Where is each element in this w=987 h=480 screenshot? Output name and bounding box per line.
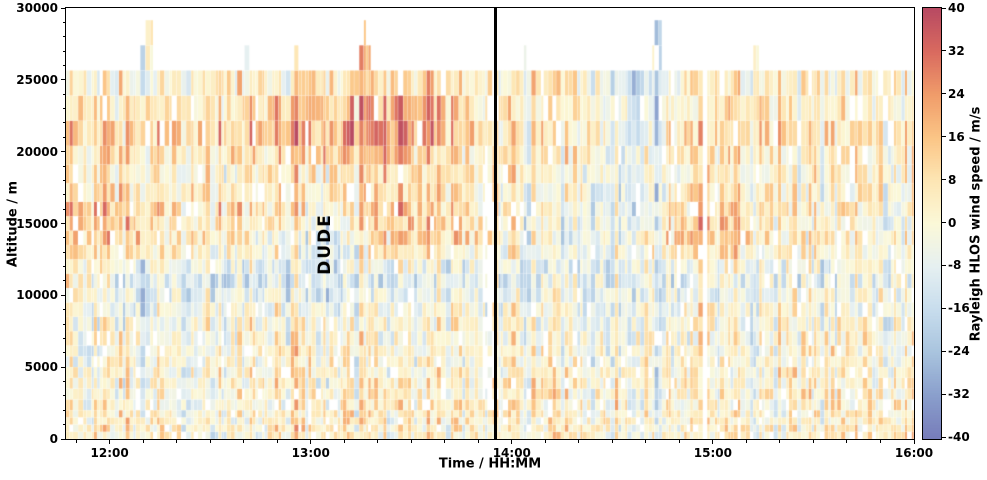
x-minor-tick <box>377 440 379 443</box>
y-tick-label: 10000 <box>16 288 58 303</box>
x-tick-label: 16:00 <box>894 446 934 460</box>
x-tick <box>511 440 513 444</box>
colorbar-tick-label: -16 <box>948 301 970 316</box>
x-minor-tick <box>544 440 546 443</box>
colorbar-tick <box>942 436 946 438</box>
colorbar-tick <box>942 7 946 9</box>
colorbar-tick-label: 32 <box>948 43 965 58</box>
x-minor-tick <box>611 440 613 443</box>
colorbar-tick <box>942 307 946 309</box>
colorbar-tick-label: -24 <box>948 344 970 359</box>
colorbar-tick-label: 16 <box>948 129 965 144</box>
colorbar-tick <box>942 93 946 95</box>
x-minor-tick <box>410 440 412 443</box>
y-tick-label: 0 <box>49 432 58 446</box>
colorbar-tick-label: 8 <box>948 172 957 187</box>
x-tick <box>109 440 111 444</box>
x-tick <box>310 440 312 444</box>
event-marker-line <box>494 8 497 439</box>
colorbar-tick-label: 40 <box>948 1 965 15</box>
x-minor-tick <box>745 440 747 443</box>
colorbar-tick-label: -8 <box>948 258 962 273</box>
x-minor-tick <box>176 440 178 443</box>
colorbar <box>922 7 942 440</box>
x-minor-tick <box>142 440 144 443</box>
y-tick-label: 5000 <box>24 360 58 375</box>
x-minor-tick <box>678 440 680 443</box>
x-minor-tick <box>578 440 580 443</box>
x-tick-label: 12:00 <box>90 446 129 460</box>
colorbar-tick <box>942 136 946 138</box>
x-minor-tick <box>846 440 848 443</box>
x-minor-tick <box>276 440 278 443</box>
x-minor-tick <box>779 440 781 443</box>
colorbar-tick <box>942 264 946 266</box>
x-tick-label: 13:00 <box>291 446 330 460</box>
y-tick-label: 20000 <box>16 144 58 159</box>
colorbar-tick-label: -32 <box>948 387 970 402</box>
colorbar-tick <box>942 393 946 395</box>
x-minor-tick <box>75 440 77 443</box>
x-minor-tick <box>477 440 479 443</box>
colorbar-tick <box>942 222 946 223</box>
x-axis-label: Time / HH:MM <box>438 456 542 472</box>
x-tick <box>712 440 714 444</box>
x-tick-label: 15:00 <box>693 446 733 460</box>
x-minor-tick <box>444 440 446 443</box>
colorbar-tick <box>942 350 946 352</box>
annotation-dude: DUDE <box>314 212 335 275</box>
x-minor-tick <box>645 440 647 443</box>
colorbar-tick-label: -40 <box>948 430 970 444</box>
colorbar-tick-label: 24 <box>948 86 965 101</box>
x-minor-tick <box>812 440 814 443</box>
y-tick-label: 30000 <box>16 1 58 15</box>
x-tick <box>913 440 915 444</box>
plot-area: DUDE <box>65 7 915 440</box>
x-minor-tick <box>209 440 211 443</box>
colorbar-tick-label: 0 <box>948 215 957 230</box>
x-minor-tick <box>879 440 881 443</box>
heatmap-canvas <box>66 8 914 439</box>
y-tick-label: 25000 <box>16 72 58 87</box>
x-minor-tick <box>343 440 345 443</box>
y-axis-label: Altitude / m <box>5 180 21 268</box>
colorbar-tick <box>942 50 946 52</box>
colorbar-tick <box>942 179 946 181</box>
colorbar-gradient <box>923 8 941 439</box>
colorbar-label: Rayleigh HLOS wind speed / m/s <box>968 106 984 342</box>
x-minor-tick <box>243 440 245 443</box>
